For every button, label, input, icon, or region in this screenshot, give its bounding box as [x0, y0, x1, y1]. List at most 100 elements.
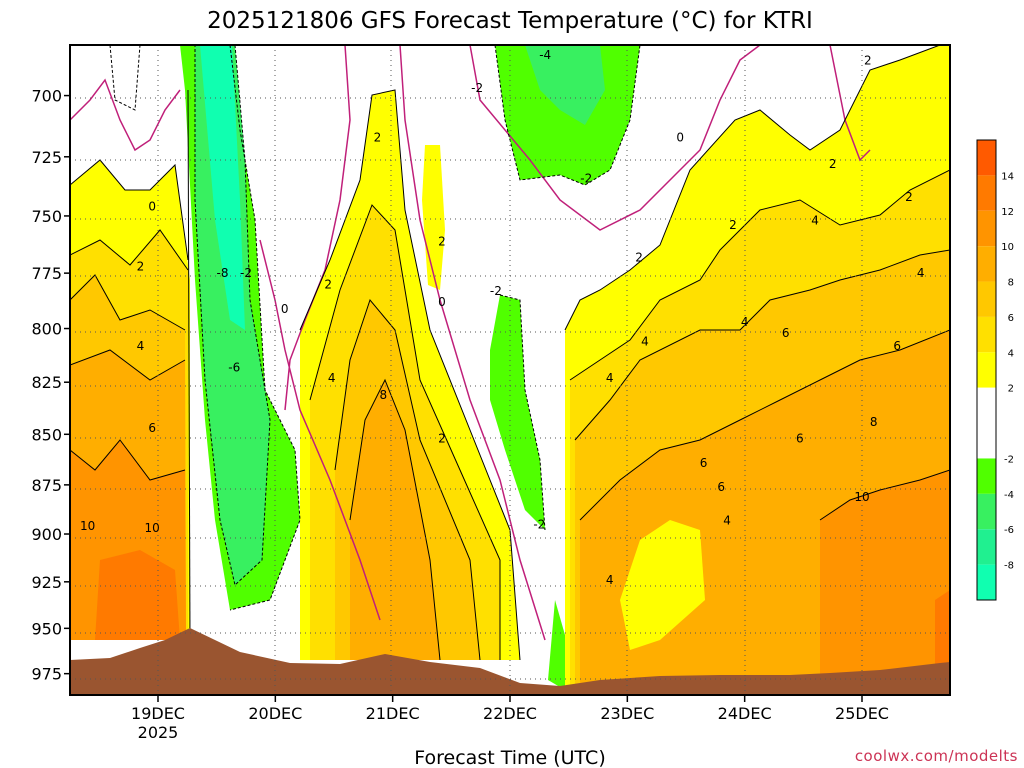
y-tick-label: 750 [31, 207, 62, 226]
y-tick-label: 700 [31, 87, 62, 106]
colorbar-band [977, 529, 996, 565]
colorbar-band [977, 387, 996, 459]
contour-label: 10 [144, 521, 159, 535]
colorbar: 14 12 10 8 6 4 2 -2 -4 -6 -8 [976, 139, 1014, 601]
chart-title: 2025121806 GFS Forecast Temperature (°C)… [207, 8, 813, 34]
contour-label: 2 [829, 157, 837, 171]
colorbar-frame [976, 139, 997, 601]
contour-label: 4 [606, 371, 614, 385]
band-12-14 [95, 550, 180, 640]
colorbar-band [977, 564, 996, 600]
y-tick-label: 875 [31, 476, 62, 495]
contour-label: -8 [217, 266, 229, 280]
contour-label: 0 [148, 200, 156, 214]
colorbar-band [977, 458, 996, 494]
contour-label: 4 [917, 266, 925, 280]
colorbar-tick-label: -6 [1004, 525, 1014, 536]
contour-label: 4 [723, 513, 731, 527]
y-tick-label: 950 [31, 619, 62, 638]
warm-late-band10 [820, 470, 950, 690]
contour-label: 2 [438, 431, 446, 445]
colorbar-band [977, 493, 996, 530]
colorbar-tick-label: 8 [1008, 278, 1014, 289]
contour-label: 4 [741, 315, 749, 329]
x-axis-label: Forecast Time (UTC) [414, 747, 605, 768]
colorbar-band [977, 210, 996, 247]
contour-label: 6 [782, 326, 790, 340]
contour-label: 2 [729, 218, 737, 232]
y-tick-label: 775 [31, 264, 62, 283]
cold-22dec-core [525, 45, 605, 125]
colorbar-tick-label: -2 [1004, 454, 1014, 465]
x-tick-label: 22DEC [483, 704, 537, 723]
contour-label: -2 [580, 171, 592, 185]
freezing-line-late [469, 45, 761, 231]
colorbar-tick-label: 2 [1008, 384, 1014, 395]
contour-label: -2 [471, 81, 483, 95]
freezing-line-22dec [399, 45, 546, 641]
freezing-line-east [829, 45, 871, 162]
contour-label: 4 [811, 214, 819, 228]
contour-label: -6 [228, 360, 240, 374]
contour-label: 6 [893, 339, 901, 353]
x-tick-label: 24DEC [718, 704, 772, 723]
y-tick-label: 725 [31, 148, 62, 167]
colorbar-band [977, 140, 996, 176]
x-tick-label: 21DEC [366, 704, 420, 723]
freezing-line-west [70, 78, 181, 152]
contour-label: -4 [539, 48, 551, 62]
contour-label: 0 [438, 295, 446, 309]
credit-text: coolwx.com/modelts [855, 747, 1018, 765]
colorbar-band [977, 246, 996, 282]
contour-label: -2 [490, 284, 502, 298]
x-tick-label: 25DEC [835, 704, 889, 723]
cool-pocket-23dec [620, 520, 705, 650]
contour-label: 2 [905, 190, 913, 204]
contour-label: 2 [324, 277, 332, 291]
x-tick-label: 20DEC [248, 704, 302, 723]
x-tick-label: 23DEC [600, 704, 654, 723]
warm-21dec-band8 [350, 380, 440, 660]
cold-22dec-mid [490, 295, 545, 530]
contour-label: 0 [676, 130, 684, 144]
colorbar-tick-label: 6 [1008, 313, 1014, 324]
cold-inner-19dec [200, 45, 245, 330]
x-tick-label: 19DEC [131, 704, 185, 723]
contour-label: 10 [80, 519, 95, 533]
gridlines [70, 45, 950, 695]
contour-label: 8 [870, 415, 878, 429]
contour-label: 2 [864, 53, 872, 67]
colorbar-band [977, 352, 996, 388]
contour-label: 6 [700, 456, 708, 470]
colorbar-band [977, 316, 996, 353]
y-tick-label: 825 [31, 373, 62, 392]
colorbar-band [977, 175, 996, 211]
contour-label: 4 [606, 573, 614, 587]
contour-label: 4 [328, 371, 336, 385]
colorbar-tick-label: 4 [1008, 348, 1014, 359]
contour-label: 2 [635, 250, 643, 264]
colorbar-tick-label: 14 [1001, 171, 1014, 182]
colorbar-tick-label: 10 [1001, 242, 1014, 253]
y-tick-label: 975 [31, 665, 62, 684]
y-tick-label: 925 [31, 573, 62, 592]
contour-label: 8 [379, 388, 387, 402]
colorbar-tick-label: 12 [1001, 207, 1014, 218]
contour-label: 6 [148, 421, 156, 435]
cold-isotherm-lines [109, 45, 641, 611]
y-tick-label: 800 [31, 320, 62, 339]
colorbar-band [977, 281, 996, 317]
y-axis: 700 725 750 775 800 825 850 875 900 925 950 975 [31, 87, 70, 684]
warm-pocket-23dec [598, 590, 620, 670]
contour-label: -2 [533, 517, 545, 531]
contour-label: 4 [137, 339, 145, 353]
y-tick-label: 850 [31, 425, 62, 444]
contour-label: 2 [438, 234, 446, 248]
terrain [70, 628, 950, 695]
contour-label: 2 [137, 259, 145, 273]
y-tick-label: 900 [31, 525, 62, 544]
contour-label: 2 [374, 130, 382, 144]
